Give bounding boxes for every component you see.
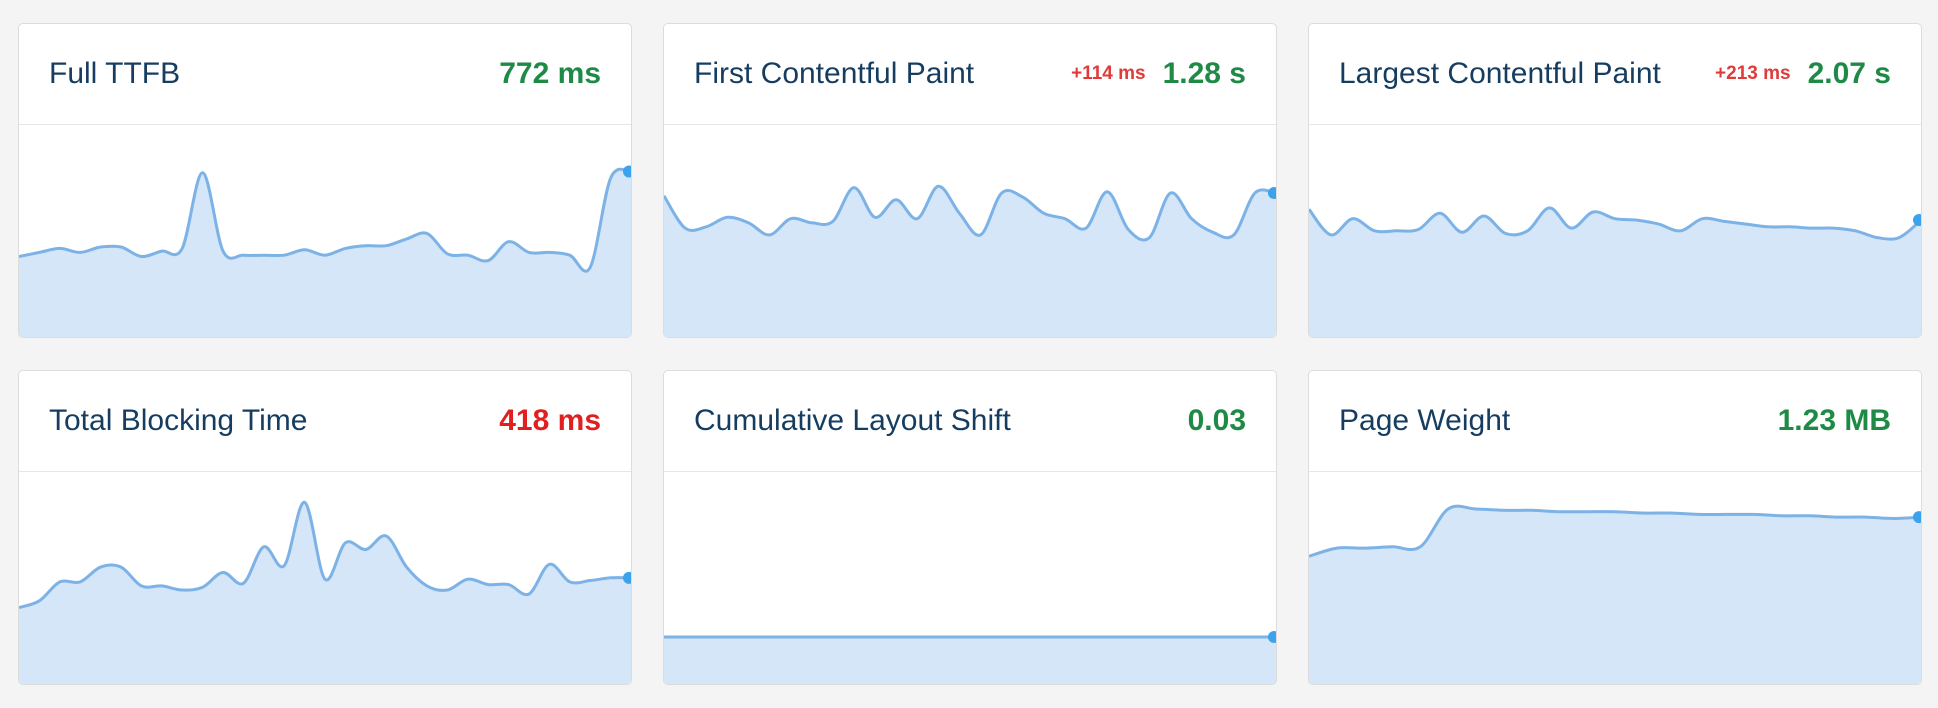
sparkline-endpoint xyxy=(623,165,631,178)
card-header: Largest Contentful Paint +213 ms 2.07 s xyxy=(1309,24,1921,125)
sparkline-line xyxy=(1309,504,1921,558)
card-title: Cumulative Layout Shift xyxy=(694,404,1011,437)
card-value: 1.28 s xyxy=(1162,57,1246,90)
sparkline-endpoint xyxy=(1268,187,1276,200)
sparkline-area xyxy=(664,637,1276,684)
sparkline-endpoint xyxy=(623,571,631,584)
sparkline-line xyxy=(664,184,1276,242)
sparkline-area xyxy=(1309,506,1921,684)
card-value: 772 ms xyxy=(499,57,601,90)
sparkline-chart xyxy=(1309,504,1921,684)
metrics-grid: Full TTFB 772 ms First Contentful Paint … xyxy=(18,23,1922,685)
sparkline-chart xyxy=(664,631,1276,684)
card-title: Largest Contentful Paint xyxy=(1339,57,1661,90)
card-title: Page Weight xyxy=(1339,404,1511,437)
card-title: Full TTFB xyxy=(49,57,181,90)
card-header: Cumulative Layout Shift 0.03 xyxy=(664,371,1276,472)
metric-card-full-ttfb[interactable]: Full TTFB 772 ms xyxy=(18,23,632,338)
card-delta: +114 ms xyxy=(1071,63,1146,84)
card-title: Total Blocking Time xyxy=(49,404,308,437)
card-header: Page Weight 1.23 MB xyxy=(1309,371,1921,472)
card-header: Full TTFB 772 ms xyxy=(19,24,631,125)
card-value: 1.23 MB xyxy=(1777,404,1891,437)
sparkline-line xyxy=(19,500,631,609)
card-title: First Contentful Paint xyxy=(694,57,975,90)
metric-card-first-contentful-paint[interactable]: First Contentful Paint +114 ms 1.28 s xyxy=(663,23,1277,338)
sparkline-area xyxy=(19,169,631,337)
sparkline-chart xyxy=(664,184,1276,337)
sparkline-line xyxy=(19,167,631,273)
card-header: First Contentful Paint +114 ms 1.28 s xyxy=(664,24,1276,125)
card-header: Total Blocking Time 418 ms xyxy=(19,371,631,472)
sparkline-line xyxy=(1309,206,1921,241)
sparkline-endpoint xyxy=(1913,511,1921,524)
card-delta: +213 ms xyxy=(1715,63,1791,84)
sparkline-area xyxy=(1309,207,1921,337)
metric-card-largest-contentful-paint[interactable]: Largest Contentful Paint +213 ms 2.07 s xyxy=(1308,23,1922,338)
sparkline-chart xyxy=(19,165,631,337)
card-value: 2.07 s xyxy=(1807,57,1891,90)
sparkline-chart xyxy=(1309,206,1921,337)
sparkline-endpoint xyxy=(1268,631,1276,643)
metric-card-cumulative-layout-shift[interactable]: Cumulative Layout Shift 0.03 xyxy=(663,370,1277,685)
metric-card-total-blocking-time[interactable]: Total Blocking Time 418 ms xyxy=(18,370,632,685)
card-value: 0.03 xyxy=(1187,404,1246,437)
card-value: 418 ms xyxy=(499,404,601,437)
sparkline-endpoint xyxy=(1913,214,1921,227)
metric-card-page-weight[interactable]: Page Weight 1.23 MB xyxy=(1308,370,1922,685)
sparkline-area xyxy=(19,502,631,684)
sparkline-chart xyxy=(19,500,631,684)
